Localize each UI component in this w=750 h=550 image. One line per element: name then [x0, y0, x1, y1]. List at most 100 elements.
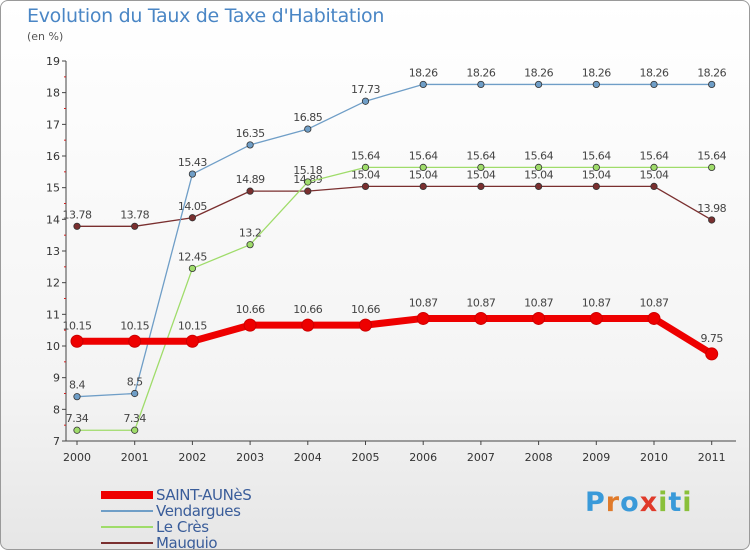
- proxiti-logo: Proxiti: [585, 487, 693, 518]
- y-tick-label: 7: [53, 435, 60, 448]
- data-label: 15.43: [178, 156, 207, 169]
- data-label: 17.73: [351, 83, 380, 96]
- x-tick-label: 2007: [467, 451, 495, 464]
- y-tick-label: 16: [46, 150, 60, 163]
- data-point: [301, 318, 315, 332]
- data-point: [246, 141, 254, 149]
- data-label: 18.26: [582, 66, 611, 79]
- y-tick-label: 8: [53, 403, 60, 416]
- data-label: 10.15: [63, 319, 92, 332]
- data-point: [131, 222, 139, 230]
- data-label: 8.5: [127, 376, 143, 389]
- data-point: [477, 163, 485, 171]
- x-tick-label: 2003: [236, 451, 264, 464]
- data-label: 10.66: [236, 303, 265, 316]
- data-point: [532, 311, 546, 325]
- data-point: [416, 311, 430, 325]
- data-label: 14.89: [236, 173, 265, 186]
- data-label: 15.64: [640, 149, 669, 162]
- data-point: [592, 163, 600, 171]
- data-point: [650, 163, 658, 171]
- x-tick-label: 2008: [525, 451, 553, 464]
- data-point: [128, 334, 142, 348]
- data-point: [73, 426, 81, 434]
- data-label: 7.34: [123, 412, 146, 425]
- data-label: 15.64: [524, 149, 553, 162]
- data-label: 12.45: [178, 250, 207, 263]
- data-point: [304, 178, 312, 186]
- y-tick-label: 19: [46, 55, 60, 68]
- data-label: 7.34: [66, 412, 89, 425]
- y-tick-label: 14: [46, 213, 60, 226]
- x-tick-label: 2010: [640, 451, 668, 464]
- data-label: 10.15: [178, 319, 207, 332]
- legend: SAINT-AUNèS Vendargues Le Crès Mauguio: [101, 486, 252, 549]
- data-label: 10.87: [466, 296, 495, 309]
- data-label: 13.98: [697, 202, 726, 215]
- data-label: 15.64: [582, 149, 611, 162]
- chart-title: Evolution du Taux de Taxe d'Habitation: [27, 5, 385, 27]
- data-point: [73, 222, 81, 230]
- legend-swatch: [101, 526, 153, 528]
- data-label: 8.4: [69, 379, 85, 392]
- legend-swatch: [101, 510, 153, 512]
- legend-item: Le Crès: [101, 518, 251, 536]
- data-point: [708, 163, 716, 171]
- data-label: 16.35: [236, 127, 265, 140]
- x-tick-label: 2004: [294, 451, 322, 464]
- data-label: 18.26: [640, 66, 669, 79]
- y-tick-label: 12: [46, 277, 60, 290]
- data-label: 15.04: [351, 168, 380, 181]
- data-point: [708, 80, 716, 89]
- y-tick-label: 10: [46, 340, 60, 353]
- data-point: [474, 311, 488, 325]
- data-point: [361, 97, 370, 105]
- x-tick-label: 2001: [121, 451, 149, 464]
- legend-label: Le Crès: [156, 518, 209, 536]
- logo-letter: x: [639, 487, 659, 518]
- data-point: [708, 216, 716, 224]
- data-point: [304, 125, 312, 133]
- logo-letter: P: [585, 487, 606, 518]
- data-point: [592, 80, 600, 89]
- legend-label: Vendargues: [156, 502, 241, 520]
- x-tick-label: 2000: [63, 451, 91, 464]
- data-label: 13.78: [63, 208, 92, 221]
- data-label: 15.64: [409, 149, 438, 162]
- data-point: [361, 163, 370, 171]
- data-point: [589, 311, 603, 325]
- data-label: 10.87: [409, 296, 438, 309]
- data-point: [477, 182, 485, 190]
- data-point: [131, 426, 139, 434]
- y-tick-label: 15: [46, 182, 60, 195]
- data-label: 18.26: [466, 66, 495, 79]
- legend-item: SAINT-AUNèS: [101, 486, 252, 504]
- y-tick-label: 17: [46, 118, 60, 131]
- y-tick-label: 18: [46, 87, 60, 100]
- data-label: 10.15: [120, 319, 149, 332]
- data-point: [246, 241, 254, 249]
- data-point: [131, 389, 139, 398]
- data-label: 15.64: [351, 149, 380, 162]
- data-label: 18.26: [524, 66, 553, 79]
- legend-item: Mauguio: [101, 534, 251, 549]
- data-point: [477, 80, 485, 89]
- data-point: [243, 318, 257, 332]
- data-label: 15.04: [582, 168, 611, 181]
- logo-letter: r: [605, 487, 621, 518]
- data-label: 10.87: [640, 296, 669, 309]
- data-point: [419, 80, 427, 89]
- x-tick-label: 2002: [178, 451, 206, 464]
- data-point: [188, 264, 196, 273]
- data-label: 13.2: [239, 227, 262, 240]
- x-tick-label: 2009: [582, 451, 610, 464]
- data-point: [534, 80, 543, 89]
- data-label: 9.75: [700, 332, 723, 345]
- data-point: [650, 80, 658, 89]
- logo-letter: i: [658, 487, 669, 518]
- data-label: 16.85: [293, 111, 322, 124]
- legend-swatch: [101, 491, 153, 499]
- data-point: [647, 311, 661, 325]
